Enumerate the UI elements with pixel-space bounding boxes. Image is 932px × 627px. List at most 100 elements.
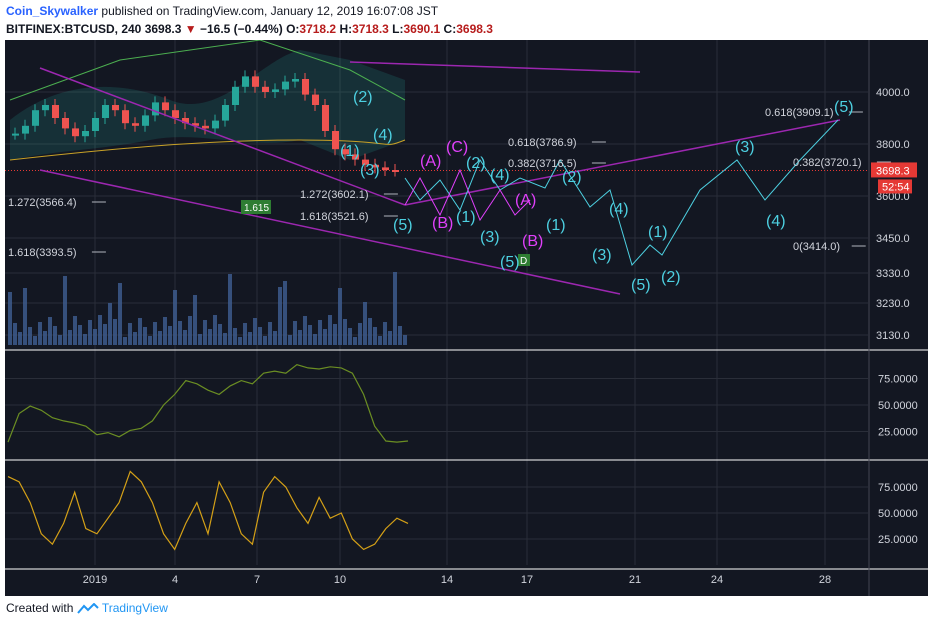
cloud-line — [9, 40, 406, 101]
volume-bar — [118, 283, 122, 345]
volume-bar — [143, 327, 147, 345]
fib-level-label: 1.618(3393.5) — [8, 247, 77, 259]
price-panel[interactable]: 0.618(3909.1) 0.382(3720.1) 0(3414.0) 0.618… — [5, 40, 891, 345]
volume-bar — [128, 323, 132, 345]
volume-bar — [18, 332, 22, 345]
ratio-badge-label: 1.615 — [244, 203, 269, 214]
low-label: L: — [392, 22, 404, 36]
candle-body — [162, 102, 169, 111]
candle-body — [392, 170, 399, 172]
volume-bar — [148, 336, 152, 345]
candle-body — [92, 118, 99, 131]
fib-level-label: 0.618(3786.9) — [508, 137, 577, 149]
volume-bar — [398, 326, 402, 345]
publish-line: Coin_Skywalker published on TradingView.… — [6, 4, 438, 18]
corrective-wave-label: (A) — [420, 153, 441, 170]
ratio-badge — [241, 200, 271, 214]
volume-bar — [178, 321, 182, 345]
volume-bar — [213, 315, 217, 345]
candle-body — [132, 123, 139, 126]
tradingview-brand-link[interactable]: TradingView — [101, 601, 168, 615]
volume-bar — [373, 327, 377, 345]
candle-body — [292, 79, 299, 82]
symbol-line: BITFINEX:BTCUSD, 240 3698.3 ▼ −16.5 (−0.… — [6, 22, 493, 36]
volume-bar — [193, 295, 197, 345]
fib-level-label: 0(3414.0) — [793, 241, 840, 253]
dividend-marker-label: D — [520, 256, 527, 267]
candle-body — [302, 79, 309, 95]
elliott-wave-label: (1) — [456, 209, 476, 226]
current-price-label: 3698.3 — [876, 165, 910, 177]
high-label: H: — [339, 22, 353, 36]
volume-bar — [83, 334, 87, 345]
candle-body — [372, 164, 379, 168]
last-price: 3698.3 — [144, 22, 182, 36]
volume-bar — [183, 330, 187, 345]
corrective-wave-label: (C) — [446, 139, 468, 156]
elliott-wave-label: (2) — [466, 155, 486, 172]
volume-bar — [233, 328, 237, 345]
volume-bar — [333, 324, 337, 345]
elliott-wave-label: (5) — [500, 254, 520, 271]
volume-bar — [138, 318, 142, 345]
oscillator-tick-label: 75.0000 — [878, 482, 918, 494]
x-tick-label: 10 — [334, 574, 346, 586]
candle-body — [322, 105, 329, 131]
low-value: 3690.1 — [403, 22, 441, 36]
volume-bar — [323, 329, 327, 345]
corrective-wave-label: (A) — [515, 192, 536, 209]
price-tick-label: 3450.0 — [876, 233, 910, 245]
volume-bar — [363, 302, 367, 345]
down-arrow-icon: ▼ — [184, 22, 197, 36]
volume-bar — [288, 335, 292, 345]
volume-bar — [293, 321, 297, 345]
grid — [5, 40, 868, 565]
elliott-wave-label: (4) — [766, 213, 786, 230]
elliott-wave-label: (1) — [340, 143, 360, 160]
volume-bar — [98, 315, 102, 345]
candle-body — [242, 76, 249, 87]
volume-bar — [113, 319, 117, 345]
oscillator-1-panel[interactable] — [5, 364, 868, 443]
volume-bar — [48, 317, 52, 345]
plot-background — [5, 40, 870, 596]
created-with-text: Created with — [6, 601, 74, 615]
volume-bar — [358, 323, 362, 345]
price-tick-label: 3230.0 — [876, 298, 910, 310]
candle-body — [172, 110, 179, 118]
high-value: 3718.3 — [352, 22, 389, 36]
volume-bar — [68, 330, 72, 345]
chart-canvas[interactable]: 0.618(3909.1) 0.382(3720.1) 0(3414.0) 0.618… — [0, 40, 932, 596]
candle-body — [212, 120, 219, 129]
volume-bar — [283, 281, 287, 345]
elliott-wave-label: (5) — [631, 277, 651, 294]
price-axis-background — [870, 40, 928, 596]
elliott-wave-label: (2) — [661, 269, 681, 286]
price-tick-label: 3130.0 — [876, 330, 910, 342]
candle-body — [202, 125, 209, 129]
volume-bar — [253, 318, 257, 345]
elliott-wave-label: (5) — [834, 99, 854, 116]
volume-bar — [238, 337, 242, 345]
oscillator-2-panel[interactable] — [5, 470, 868, 551]
fib-level-label: 1.272(3602.1) — [300, 189, 369, 201]
candle-body — [72, 128, 79, 137]
fib-level-label: 0.618(3909.1) — [765, 107, 834, 119]
candle-body — [282, 81, 289, 90]
volume-bar — [228, 274, 232, 345]
close-label: C: — [443, 22, 457, 36]
x-tick-label: 21 — [629, 574, 641, 586]
volume-bar — [33, 336, 37, 345]
volume-bar — [13, 323, 17, 345]
candle-body — [62, 118, 69, 129]
corrective-wave-label: (B) — [432, 215, 453, 232]
volume-bar — [313, 334, 317, 345]
current-price-badge — [871, 162, 917, 178]
volume-bar — [208, 329, 212, 345]
volume-bar — [393, 272, 397, 345]
oscillator-tick-label: 25.0000 — [878, 534, 918, 546]
volume-bar — [308, 325, 312, 345]
footer: Created with TradingView — [6, 601, 168, 615]
author-link[interactable]: Coin_Skywalker — [6, 4, 99, 18]
candle-body — [382, 167, 389, 170]
